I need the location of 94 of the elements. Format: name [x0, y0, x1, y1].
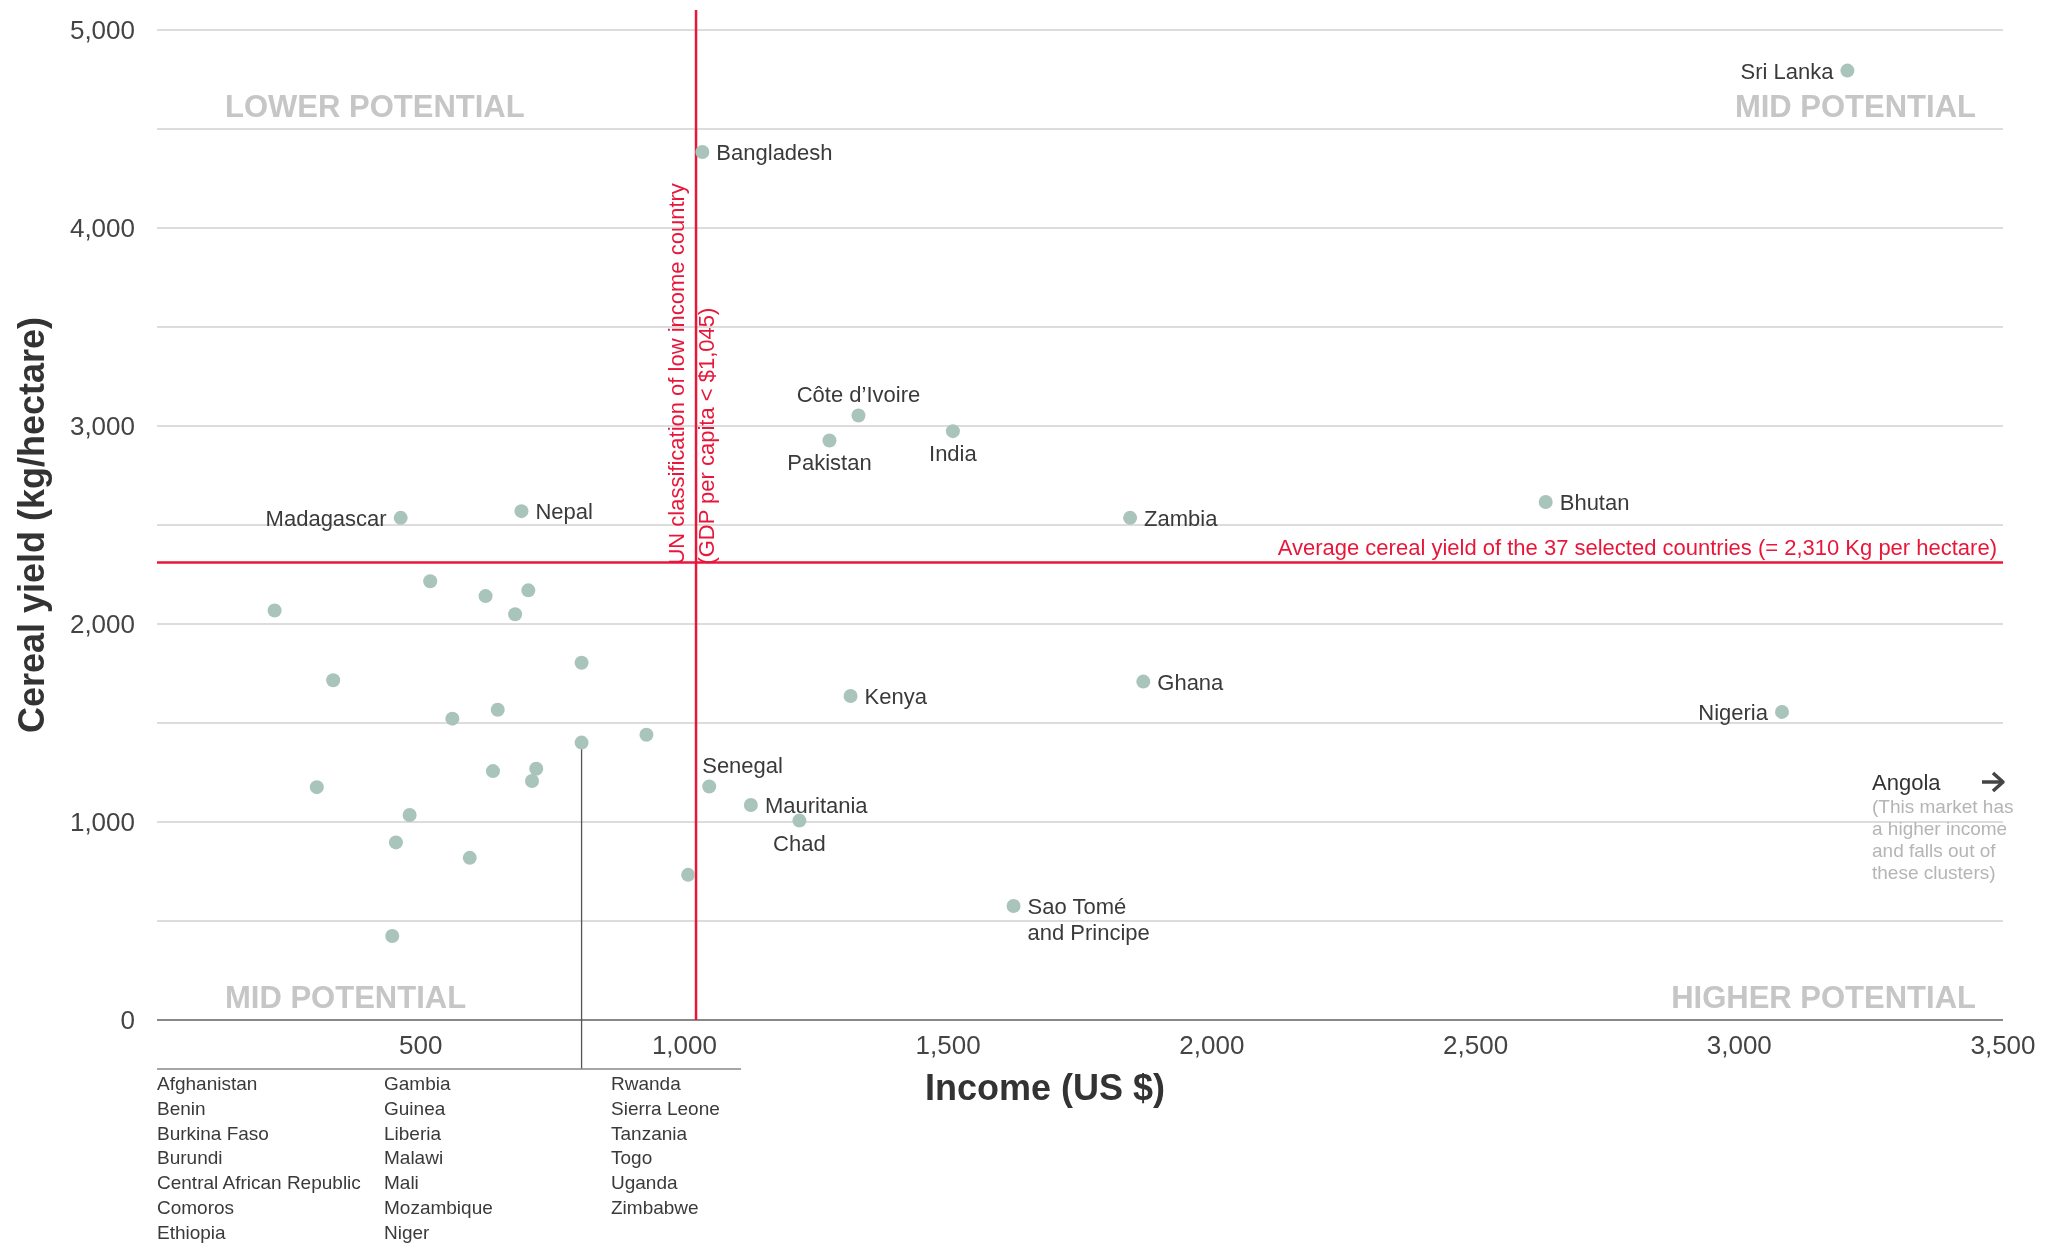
text: Tanzania — [611, 1122, 688, 1144]
y-tick-label: 4,000 — [69, 213, 135, 243]
point — [326, 673, 341, 688]
point — [792, 813, 807, 828]
point — [267, 603, 282, 618]
x-axis-title: Income (US $) — [924, 1067, 1166, 1108]
annotation: Zambia — [1144, 505, 1219, 531]
point — [574, 735, 589, 750]
x-tick-label: 500 — [399, 1030, 443, 1060]
text: Central African Republic — [157, 1172, 361, 1194]
text: Malawi — [384, 1147, 444, 1169]
annotation: Angola — [1872, 770, 1942, 795]
point — [445, 711, 460, 726]
text: Ethiopia — [157, 1221, 227, 1243]
point — [1123, 510, 1138, 525]
point — [1775, 704, 1790, 719]
point — [525, 774, 539, 789]
x-tick-label: 2,500 — [1443, 1030, 1509, 1060]
point — [1006, 898, 1021, 913]
point — [521, 583, 536, 598]
annotation: Sri Lanka — [1740, 58, 1835, 84]
point — [945, 424, 960, 439]
point — [393, 510, 408, 525]
text: Sierra Leone — [611, 1097, 720, 1119]
text: Comoros — [157, 1197, 235, 1218]
point — [639, 727, 654, 742]
text: Rwanda — [611, 1073, 682, 1094]
point — [574, 655, 589, 670]
annotation: Mauritania — [764, 792, 869, 818]
annotation: MID POTENTIAL — [225, 980, 467, 1015]
y-axis-title: Cereal yield (kg/hectare) — [11, 316, 52, 734]
y-tick-label: 2,000 — [69, 609, 135, 639]
point — [462, 850, 477, 865]
text: Uganda — [611, 1172, 678, 1194]
point — [478, 589, 493, 604]
y-tick-label: 5,000 — [69, 15, 135, 45]
x-tick-label: 3,000 — [1706, 1030, 1772, 1060]
point — [490, 702, 505, 717]
annotation: Nigeria — [1698, 699, 1769, 725]
annotation: Sao Tomé and Principe — [1027, 893, 1150, 945]
point — [514, 504, 529, 519]
point — [695, 144, 710, 159]
point — [1136, 674, 1151, 689]
annotation: Kenya — [864, 684, 928, 710]
point — [529, 761, 544, 776]
annotation: Chad — [773, 830, 826, 856]
point — [508, 607, 523, 622]
annotation: Bhutan — [1559, 490, 1630, 516]
annotation: Ghana — [1157, 669, 1225, 695]
annotation: Bangladesh — [716, 139, 833, 165]
x-tick-label: 2,000 — [1179, 1030, 1245, 1060]
text: Afghanistan — [157, 1073, 258, 1094]
text: Burundi — [157, 1147, 223, 1169]
point — [309, 780, 324, 795]
point — [843, 689, 858, 704]
point — [702, 779, 717, 794]
text: Mozambique — [384, 1197, 493, 1218]
point — [822, 433, 837, 448]
text: Togo — [611, 1147, 653, 1169]
text: Niger — [384, 1221, 431, 1243]
annotation: HIGHER POTENTIAL — [1671, 980, 1976, 1015]
point — [385, 929, 400, 944]
point — [743, 797, 758, 812]
annotation: Pakistan — [787, 450, 872, 476]
point — [485, 764, 500, 779]
text: Gambia — [384, 1073, 451, 1094]
annotation: Nepal — [535, 499, 593, 525]
annotation: Côte d’Ivoire — [796, 381, 921, 407]
annotation: LOWER POTENTIAL — [225, 89, 525, 124]
y-tick-label: 0 — [120, 1005, 135, 1035]
point — [402, 808, 417, 823]
annotation: India — [929, 441, 978, 467]
annotation: (This market has a higher income and falls out of these clusters) — [1872, 796, 2014, 883]
point — [388, 835, 403, 850]
annotation: MID POTENTIAL — [1734, 89, 1976, 124]
x-tick-label: 3,500 — [1970, 1030, 2036, 1060]
text: Guinea — [384, 1097, 446, 1119]
y-tick-label: 1,000 — [69, 807, 135, 837]
text: Liberia — [384, 1122, 442, 1144]
annotation: Senegal — [702, 752, 783, 778]
x-tick-label: 1,500 — [915, 1030, 981, 1060]
point — [423, 574, 438, 589]
x-tick-label: 1,000 — [651, 1030, 717, 1060]
text: Burkina Faso — [157, 1122, 269, 1144]
point — [851, 408, 866, 423]
y-tick-label: 3,000 — [69, 411, 135, 441]
annotation: Madagascar — [265, 505, 387, 531]
text: Zimbabwe — [611, 1197, 699, 1218]
text: Mali — [384, 1172, 419, 1194]
ref-line-label: Average cereal yield of the 37 selected countries (= 2,310 Kg per hectare) — [1277, 534, 1997, 560]
point — [1538, 495, 1553, 510]
point — [1840, 63, 1855, 78]
point — [681, 867, 696, 882]
text: Benin — [157, 1097, 206, 1119]
